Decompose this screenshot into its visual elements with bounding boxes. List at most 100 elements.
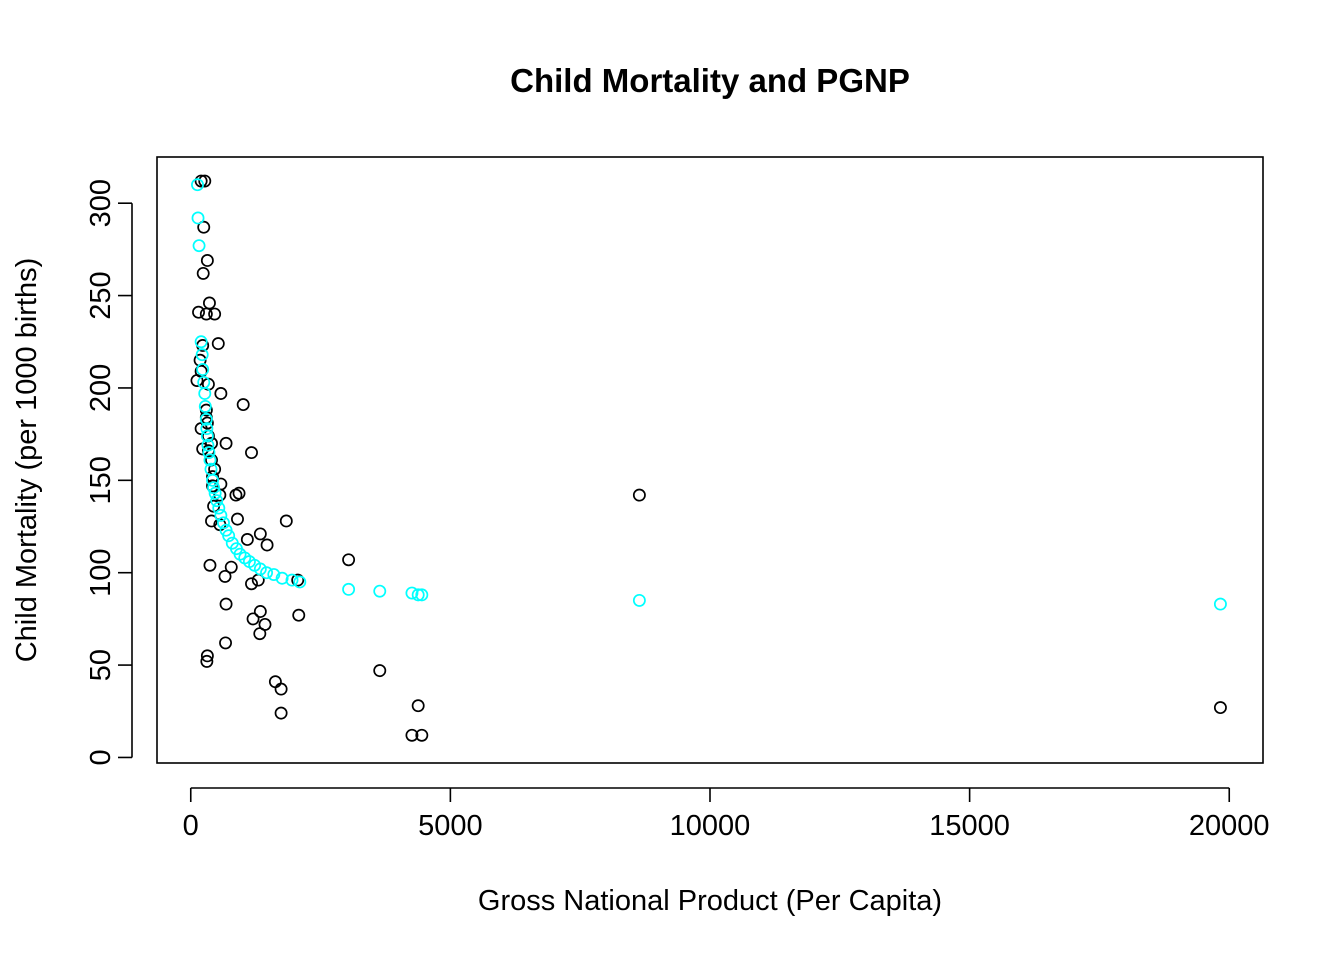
- data-points: [190, 174, 1227, 742]
- data-point: [198, 174, 212, 188]
- data-point: [222, 529, 236, 543]
- x-axis: 0 5000 10000 15000 20000: [183, 787, 1270, 842]
- data-point: [240, 532, 254, 546]
- data-point: [196, 363, 210, 376]
- data-point: [274, 706, 288, 720]
- x-axis-label: Gross National Product (Per Capita): [478, 885, 942, 917]
- data-point: [208, 486, 222, 500]
- data-point: [200, 649, 214, 663]
- data-point: [373, 584, 387, 598]
- series-1: [190, 174, 1227, 742]
- series-2: [191, 178, 1227, 611]
- data-point: [274, 682, 288, 696]
- data-point: [224, 560, 238, 574]
- data-point: [192, 305, 205, 319]
- data-point: [200, 654, 214, 668]
- data-point: [253, 627, 267, 641]
- data-point: [285, 573, 299, 587]
- data-point: [205, 514, 218, 528]
- data-point: [267, 568, 281, 581]
- data-point: [246, 612, 260, 626]
- data-point: [192, 239, 206, 253]
- y-tick-label: 250: [85, 271, 117, 319]
- data-point: [212, 501, 226, 515]
- data-point: [203, 453, 217, 467]
- data-point: [260, 538, 274, 552]
- data-point: [236, 398, 250, 412]
- data-point: [211, 337, 225, 351]
- data-point: [191, 211, 205, 225]
- data-point: [1213, 597, 1227, 611]
- data-point: [199, 307, 213, 321]
- data-point: [202, 446, 216, 460]
- y-tick-label: 0: [85, 749, 117, 765]
- data-point: [200, 254, 214, 267]
- data-point: [279, 514, 293, 528]
- data-point: [253, 562, 267, 576]
- data-point: [291, 573, 305, 587]
- data-point: [198, 387, 212, 400]
- y-axis: 0 50 100 150 200 250 300: [85, 179, 133, 766]
- data-point: [195, 348, 209, 362]
- data-point: [219, 436, 233, 450]
- data-point: [268, 675, 282, 689]
- data-point: [245, 446, 258, 460]
- chart-title: Child Mortality and PGNP: [510, 62, 910, 99]
- data-point: [632, 488, 646, 502]
- data-point: [373, 664, 387, 678]
- data-point: [219, 636, 232, 650]
- data-point: [245, 577, 258, 591]
- data-point: [292, 608, 306, 622]
- data-point: [415, 588, 429, 602]
- data-point: [232, 486, 246, 500]
- data-point: [275, 571, 289, 585]
- data-point: [632, 593, 646, 607]
- data-point: [293, 575, 307, 589]
- x-tick-label: 20000: [1189, 810, 1270, 842]
- data-point: [253, 527, 267, 541]
- data-point: [219, 597, 233, 611]
- data-point: [203, 558, 217, 572]
- data-point: [210, 494, 224, 508]
- x-tick-label: 10000: [670, 810, 751, 842]
- y-tick-label: 300: [85, 179, 117, 227]
- data-point: [405, 728, 419, 742]
- data-point: [214, 387, 228, 400]
- y-tick-label: 100: [85, 549, 117, 597]
- data-point: [405, 586, 419, 600]
- data-point: [342, 582, 356, 596]
- data-point: [208, 307, 222, 321]
- data-point: [200, 422, 214, 436]
- data-point: [198, 399, 212, 413]
- data-point: [217, 516, 230, 530]
- data-point: [415, 728, 429, 742]
- data-point: [411, 588, 425, 602]
- data-point: [411, 699, 425, 713]
- data-point: [214, 508, 228, 522]
- data-point: [202, 296, 216, 310]
- y-tick-label: 150: [85, 456, 117, 504]
- x-tick-label: 5000: [418, 810, 483, 842]
- data-point: [199, 412, 213, 426]
- x-tick-label: 0: [183, 810, 199, 842]
- data-point: [206, 473, 220, 487]
- data-point: [342, 553, 356, 567]
- data-point: [196, 266, 210, 280]
- data-point: [218, 569, 232, 583]
- x-tick-label: 15000: [929, 810, 1010, 842]
- plot-frame: [156, 156, 1264, 764]
- data-point: [231, 512, 244, 526]
- data-point: [191, 178, 204, 192]
- data-point: [260, 566, 274, 580]
- y-axis-label: Child Mortality (per 1000 births): [11, 258, 43, 663]
- data-point: [200, 429, 214, 443]
- data-point: [207, 481, 221, 495]
- data-point: [190, 374, 204, 388]
- data-point: [194, 335, 208, 349]
- data-point: [194, 174, 208, 188]
- data-point: [253, 605, 267, 618]
- data-point: [1213, 701, 1227, 715]
- data-point: [197, 220, 211, 234]
